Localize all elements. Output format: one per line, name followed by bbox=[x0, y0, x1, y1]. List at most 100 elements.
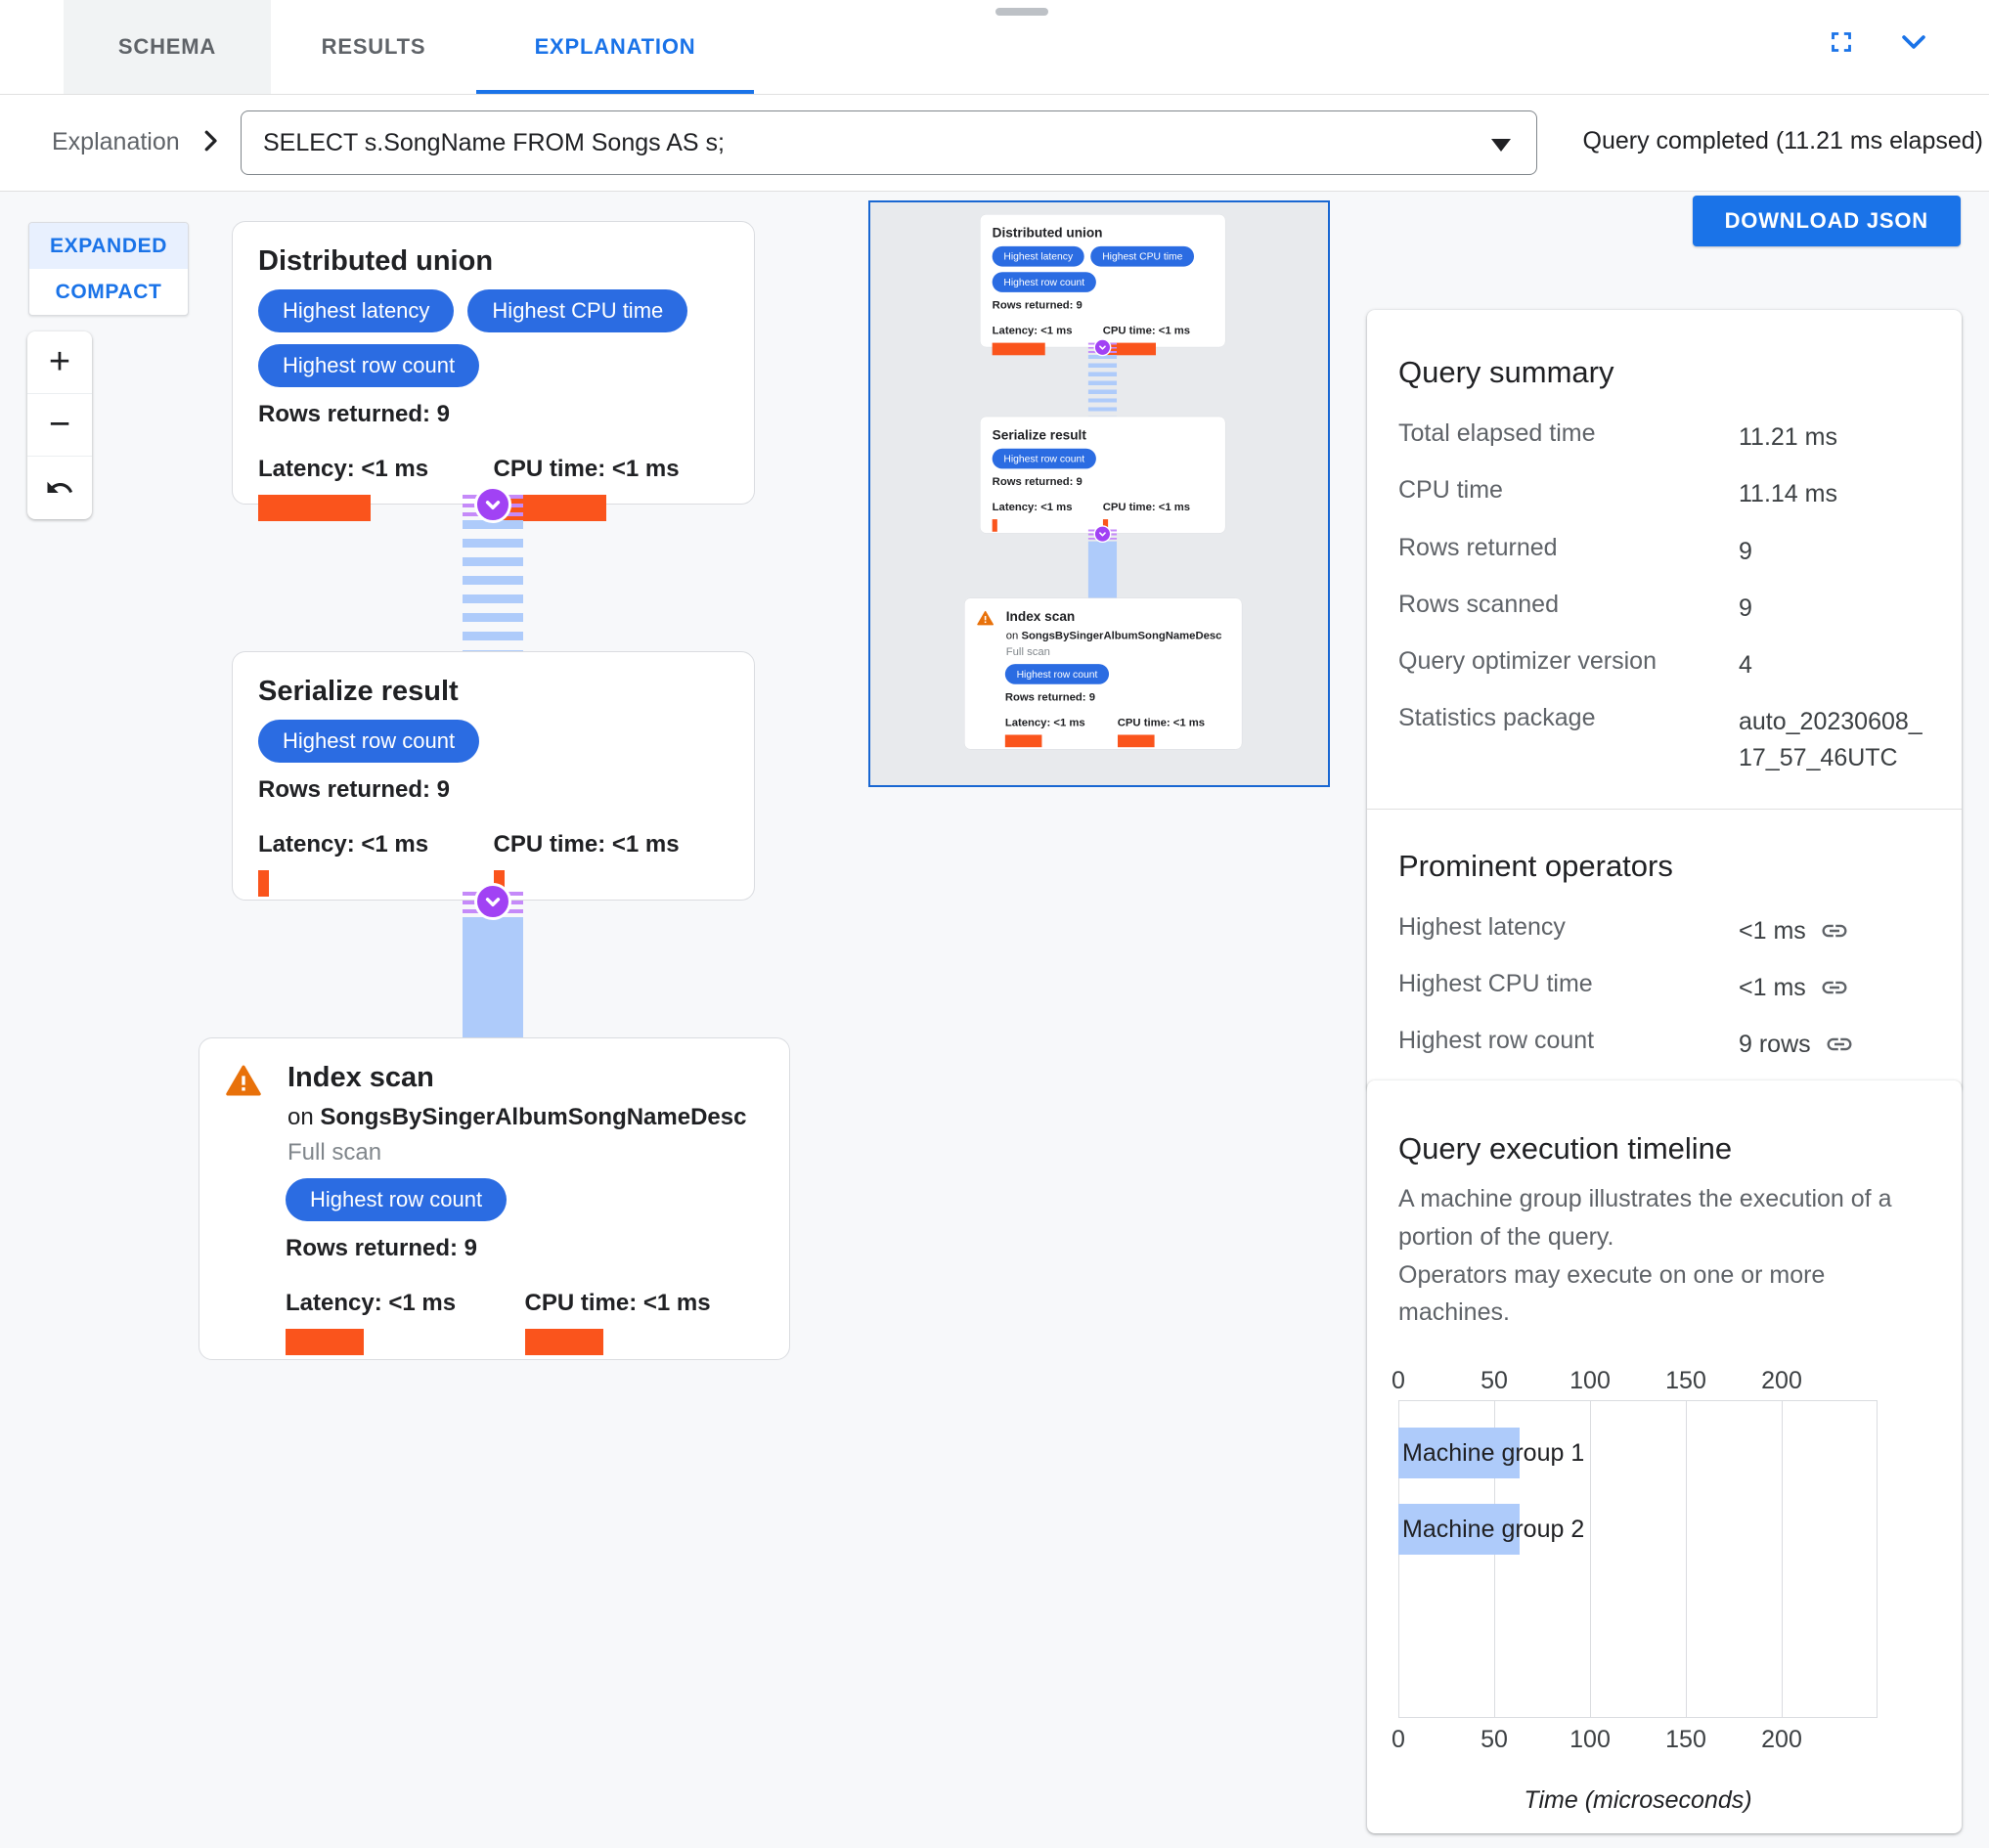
zoom-controls: + − bbox=[27, 331, 92, 519]
query-plan-diagram: Distributed union Highest latency Highes… bbox=[199, 221, 795, 1365]
x-axis-ticks-bottom: 0 50 100 150 200 bbox=[1392, 1726, 1802, 1753]
rows-returned: Rows returned: 9 bbox=[258, 401, 451, 427]
cpu-time-bar bbox=[524, 1329, 603, 1355]
badge-highest-row-count: Highest row count bbox=[258, 720, 480, 763]
execution-timeline-card: Query execution timeline A machine group… bbox=[1367, 1080, 1962, 1833]
latency-label: Latency: <1 ms bbox=[286, 1290, 457, 1316]
summary-value: 4 bbox=[1739, 651, 1752, 679]
minimap-content: Distributed union Highest latency Highes… bbox=[964, 214, 1245, 752]
chevron-right-icon bbox=[196, 126, 225, 160]
plan-node-distributed-union[interactable]: Distributed union Highest latency Highes… bbox=[232, 221, 755, 521]
timeline-description-2: Operators may execute on one or more mac… bbox=[1398, 1260, 1826, 1327]
diagram-minimap[interactable]: Distributed union Highest latency Highes… bbox=[868, 200, 1330, 787]
plan-node-index-scan[interactable]: Index scan on SongsBySingerAlbumSongName… bbox=[199, 1037, 790, 1360]
prominent-operators-title: Prominent operators bbox=[1398, 848, 1673, 883]
active-tab-underline bbox=[476, 90, 754, 94]
machine-group-2-label: Machine group 2 bbox=[1402, 1515, 1585, 1543]
section-divider bbox=[1367, 808, 1962, 810]
collapse-node-icon[interactable] bbox=[474, 486, 511, 523]
node-title: Serialize result bbox=[258, 676, 459, 707]
fullscreen-icon[interactable] bbox=[1825, 25, 1858, 59]
prominent-label: Highest CPU time bbox=[1398, 970, 1593, 997]
view-mode-toggle: EXPANDED COMPACT bbox=[28, 222, 189, 316]
machine-group-1-bar[interactable]: Machine group 1 bbox=[1398, 1428, 1584, 1478]
x-axis-title: Time (microseconds) bbox=[1524, 1786, 1752, 1814]
cpu-time-label: CPU time: <1 ms bbox=[524, 1290, 711, 1316]
summary-label: Rows scanned bbox=[1398, 590, 1559, 618]
toggle-compact[interactable]: COMPACT bbox=[55, 280, 162, 303]
latency-bar bbox=[258, 495, 371, 521]
latency-label: Latency: <1 ms bbox=[258, 831, 429, 858]
summary-value: 9 bbox=[1739, 594, 1752, 622]
rows-returned: Rows returned: 9 bbox=[286, 1235, 478, 1261]
x-axis-ticks-top: 0 50 100 150 200 bbox=[1392, 1367, 1802, 1394]
prominent-value: 9 rows bbox=[1739, 1027, 1930, 1062]
badge-highest-latency: Highest latency bbox=[258, 289, 455, 332]
collapse-panel-icon[interactable] bbox=[1897, 25, 1930, 59]
plan-node-serialize-result[interactable]: Serialize result Highest row count Rows … bbox=[232, 651, 755, 901]
summary-value: 11.21 ms bbox=[1739, 423, 1837, 451]
badge-highest-row-count: Highest row count bbox=[258, 344, 480, 387]
badge-highest-row-count: Highest row count bbox=[286, 1178, 508, 1221]
zoom-out-button[interactable]: − bbox=[27, 394, 92, 457]
summary-label: Statistics package bbox=[1398, 704, 1596, 732]
zoom-in-button[interactable]: + bbox=[27, 331, 92, 394]
tab-results[interactable]: RESULTS bbox=[321, 34, 426, 59]
prominent-operators-section: Prominent operators Highest latency <1 m… bbox=[1398, 810, 1930, 1063]
timeline-title: Query execution timeline bbox=[1398, 1131, 1733, 1166]
prominent-label: Highest row count bbox=[1398, 1027, 1595, 1055]
warning-icon bbox=[226, 1065, 261, 1096]
machine-group-1-label: Machine group 1 bbox=[1402, 1438, 1585, 1467]
timeline-chart: 0 50 100 150 200 Machine group 1 bbox=[1392, 1367, 1930, 1815]
cpu-time-label: CPU time: <1 ms bbox=[493, 831, 680, 858]
summary-label: Total elapsed time bbox=[1398, 419, 1596, 447]
link-icon[interactable] bbox=[1820, 916, 1849, 946]
explanation-canvas: EXPANDED COMPACT + − Distributed union H… bbox=[0, 192, 1989, 1848]
connector-distributed bbox=[463, 520, 523, 651]
index-target: on SongsBySingerAlbumSongNameDesc bbox=[287, 1104, 747, 1130]
download-json-button[interactable]: DOWNLOAD JSON bbox=[1692, 196, 1961, 246]
prominent-value: <1 ms bbox=[1739, 970, 1930, 1005]
latency-bar bbox=[286, 1329, 364, 1355]
machine-group-2-bar[interactable]: Machine group 2 bbox=[1398, 1504, 1584, 1555]
dropdown-caret-icon bbox=[1491, 139, 1511, 152]
query-summary-title: Query summary bbox=[1398, 355, 1614, 389]
connector-local bbox=[463, 917, 523, 1037]
cpu-time-label: CPU time: <1 ms bbox=[493, 456, 680, 482]
tab-list: SCHEMA RESULTS EXPLANATION bbox=[64, 0, 754, 94]
query-dropdown[interactable]: SELECT s.SongName FROM Songs AS s; bbox=[241, 110, 1537, 175]
latency-bar bbox=[258, 870, 269, 897]
tab-explanation[interactable]: EXPLANATION bbox=[476, 0, 754, 94]
summary-value: auto_20230608_17_57_46UTC bbox=[1739, 708, 1923, 771]
summary-value: 11.14 ms bbox=[1739, 480, 1837, 508]
link-icon[interactable] bbox=[1825, 1030, 1854, 1059]
chart-plot-area: Machine group 1 Machine group 2 bbox=[1398, 1400, 1878, 1718]
prominent-value: <1 ms bbox=[1739, 913, 1930, 948]
query-status: Query completed (11.21 ms elapsed) bbox=[1582, 127, 1983, 154]
rows-returned: Rows returned: 9 bbox=[258, 776, 451, 803]
minimap-node-serialize-result: Serialize result Highest row count Rows … bbox=[979, 416, 1226, 534]
latency-label: Latency: <1 ms bbox=[258, 456, 429, 482]
toggle-expanded[interactable]: EXPANDED bbox=[29, 223, 188, 269]
summary-label: Rows returned bbox=[1398, 533, 1558, 561]
breadcrumb: Explanation bbox=[52, 128, 180, 155]
summary-label: CPU time bbox=[1398, 476, 1503, 505]
collapse-node-icon[interactable] bbox=[474, 883, 511, 920]
prominent-label: Highest latency bbox=[1398, 912, 1566, 941]
minimap-node-distributed-union: Distributed union Highest latency Highes… bbox=[979, 214, 1226, 356]
reset-view-button[interactable] bbox=[27, 457, 92, 519]
tab-bar: SCHEMA RESULTS EXPLANATION bbox=[0, 0, 1989, 95]
scan-type: Full scan bbox=[287, 1139, 382, 1166]
minimap-node-index-scan: Index scan on SongsBySingerAlbumSongName… bbox=[964, 597, 1243, 750]
drag-handle[interactable] bbox=[995, 8, 1048, 16]
reset-icon bbox=[47, 481, 73, 493]
tab-explanation-label: EXPLANATION bbox=[534, 34, 696, 59]
timeline-description-1: A machine group illustrates the executio… bbox=[1398, 1185, 1892, 1251]
link-icon[interactable] bbox=[1820, 973, 1849, 1002]
query-bar: Explanation SELECT s.SongName FROM Songs… bbox=[0, 95, 1989, 192]
query-summary-table: Total elapsed time 11.21 ms CPU time 11.… bbox=[1398, 419, 1930, 775]
tab-schema[interactable]: SCHEMA bbox=[64, 0, 271, 94]
badge-highest-cpu-time: Highest CPU time bbox=[467, 289, 688, 332]
query-summary-card: Query summary Total elapsed time 11.21 m… bbox=[1367, 310, 1962, 1092]
query-text: SELECT s.SongName FROM Songs AS s; bbox=[263, 128, 725, 156]
